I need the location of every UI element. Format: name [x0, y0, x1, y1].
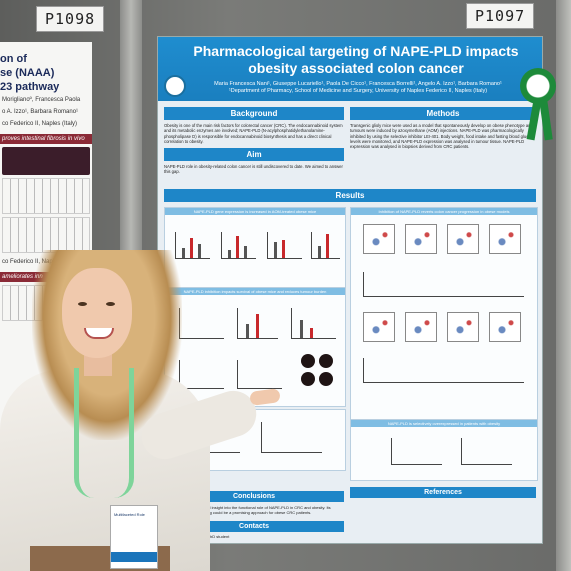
- methods-heading: Methods: [350, 107, 536, 120]
- lanyard: [74, 368, 134, 498]
- university-logo: [164, 75, 186, 97]
- badge-text: Multifaceted Role: [114, 512, 145, 517]
- results-panel-flow: Inhibition of NAPE-PLD reverts colon can…: [350, 207, 538, 423]
- results-heading: Results: [164, 189, 536, 202]
- board-number-left: P1098: [36, 6, 105, 32]
- left-poster-plot: [2, 217, 90, 253]
- poster-right-column: Methods Transgenic glioly mice were used…: [350, 107, 536, 153]
- plot-bar: [326, 234, 329, 258]
- panel-caption: NAPE-PLD is selectively overexpressed in…: [351, 420, 537, 427]
- poster-title-bar: Pharmacological targeting of NAPE-PLD im…: [158, 37, 542, 101]
- plot-bar: [256, 314, 259, 338]
- left-poster-section-head: proves intestinal fibrosis in vivo: [0, 134, 92, 144]
- colon-tissue-image: [301, 354, 315, 368]
- background-text: Obesity is one of the main risk factors …: [164, 123, 343, 144]
- bar-plot: [461, 438, 512, 465]
- flow-cytometry-plot: [405, 224, 437, 254]
- left-poster-authors-2: o A. Izzo¹, Barbara Romano¹: [2, 109, 79, 115]
- bar-plot: [221, 232, 256, 259]
- bar-plot: [261, 422, 322, 453]
- results-panel-survival: NAPE-PLD inhibition impacts survival of …: [164, 287, 346, 407]
- plot-bar: [274, 242, 277, 258]
- contacts-heading: Contacts: [164, 521, 344, 532]
- poster-author-list: Maria Francesca Nani¹, Giuseppe Lucariel…: [214, 81, 502, 87]
- survival-plot: [179, 308, 224, 339]
- plot-bar: [228, 250, 231, 258]
- left-poster-plot: [2, 178, 90, 214]
- plot-bar: [236, 236, 239, 258]
- bar-plot: [237, 308, 278, 339]
- panel-caption: NAPE-PLD gene expression is increased in…: [165, 208, 345, 215]
- panel-caption: NAPE-PLD inhibition impacts survival of …: [165, 288, 345, 295]
- plot-bar: [244, 246, 247, 258]
- bar-plot: [363, 272, 524, 297]
- board-edge: [556, 0, 571, 571]
- left-poster-authors: Moriglianoº, Francesca Paola: [2, 97, 81, 103]
- colon-tissue-image: [319, 372, 333, 386]
- poster-title-line-1: Pharmacological targeting of NAPE-PLD im…: [193, 43, 519, 59]
- references-heading: References: [350, 487, 536, 498]
- bar-plot: [179, 360, 224, 389]
- bar-plot: [291, 308, 336, 339]
- bar-plot: [175, 232, 210, 259]
- award-rosette-icon: [520, 68, 556, 104]
- flow-cytometry-plot: [405, 312, 437, 342]
- plot-bar: [198, 244, 201, 258]
- main-poster: Pharmacological targeting of NAPE-PLD im…: [157, 36, 543, 544]
- name-badge: Multifaceted Role: [110, 505, 158, 569]
- colon-tissue-image: [301, 372, 315, 386]
- poster-left-column: Background Obesity is one of the main ri…: [164, 107, 344, 179]
- plot-bar: [190, 238, 193, 258]
- person-eye: [78, 302, 87, 306]
- conclusions-heading: Conclusions: [164, 491, 344, 502]
- panel-caption: Inhibition of NAPE-PLD reverts colon can…: [351, 208, 537, 215]
- bar-plot: [311, 232, 340, 259]
- colon-tissue-image: [319, 354, 333, 368]
- plot-bar: [282, 240, 285, 258]
- plot-bar: [318, 246, 321, 258]
- left-poster-title-line: se (NAAA): [0, 67, 55, 79]
- aim-heading: Aim: [164, 148, 344, 162]
- left-poster-title: on of se (NAAA) 23 pathway: [0, 42, 92, 94]
- bar-plot: [391, 438, 442, 465]
- poster-authors: Maria Francesca Nani¹, Giuseppe Lucariel…: [198, 81, 518, 95]
- board-number-right: P1097: [466, 3, 535, 29]
- results-panel-patients: NAPE-PLD is selectively overexpressed in…: [350, 419, 538, 481]
- left-poster-title-line: 23 pathway: [0, 81, 60, 93]
- bar-plot: [363, 358, 524, 383]
- conclusions-text: Our results provide novel insight into t…: [166, 505, 331, 515]
- flow-cytometry-plot: [363, 312, 395, 342]
- flow-cytometry-plot: [489, 224, 521, 254]
- badge-strip: [111, 552, 157, 562]
- bar-plot: [267, 232, 302, 259]
- plot-bar: [246, 324, 249, 338]
- plot-bar: [300, 320, 303, 338]
- flow-cytometry-plot: [447, 312, 479, 342]
- flow-cytometry-plot: [363, 224, 395, 254]
- background-heading: Background: [164, 107, 344, 120]
- flow-cytometry-plot: [489, 312, 521, 342]
- left-poster-image: [2, 147, 90, 175]
- plot-bar: [310, 328, 313, 338]
- bar-plot: [237, 360, 282, 389]
- left-poster-affiliation: co Federico II, Naples (Italy): [2, 121, 78, 127]
- plot-bar: [182, 248, 185, 258]
- person-face: [62, 268, 132, 358]
- left-poster-title-line: on of: [0, 53, 27, 65]
- methods-text: Transgenic glioly mice were used as a mo…: [350, 123, 536, 150]
- aim-text: NAPE-PLD role in obesity-related colon c…: [164, 164, 343, 175]
- poster-title: Pharmacological targeting of NAPE-PLD im…: [186, 43, 526, 77]
- poster-title-line-2: obesity associated colon cancer: [248, 60, 464, 76]
- poster-affiliation: ¹Department of Pharmacy, School of Medic…: [228, 88, 488, 94]
- person-eye: [106, 302, 115, 306]
- flow-cytometry-plot: [447, 224, 479, 254]
